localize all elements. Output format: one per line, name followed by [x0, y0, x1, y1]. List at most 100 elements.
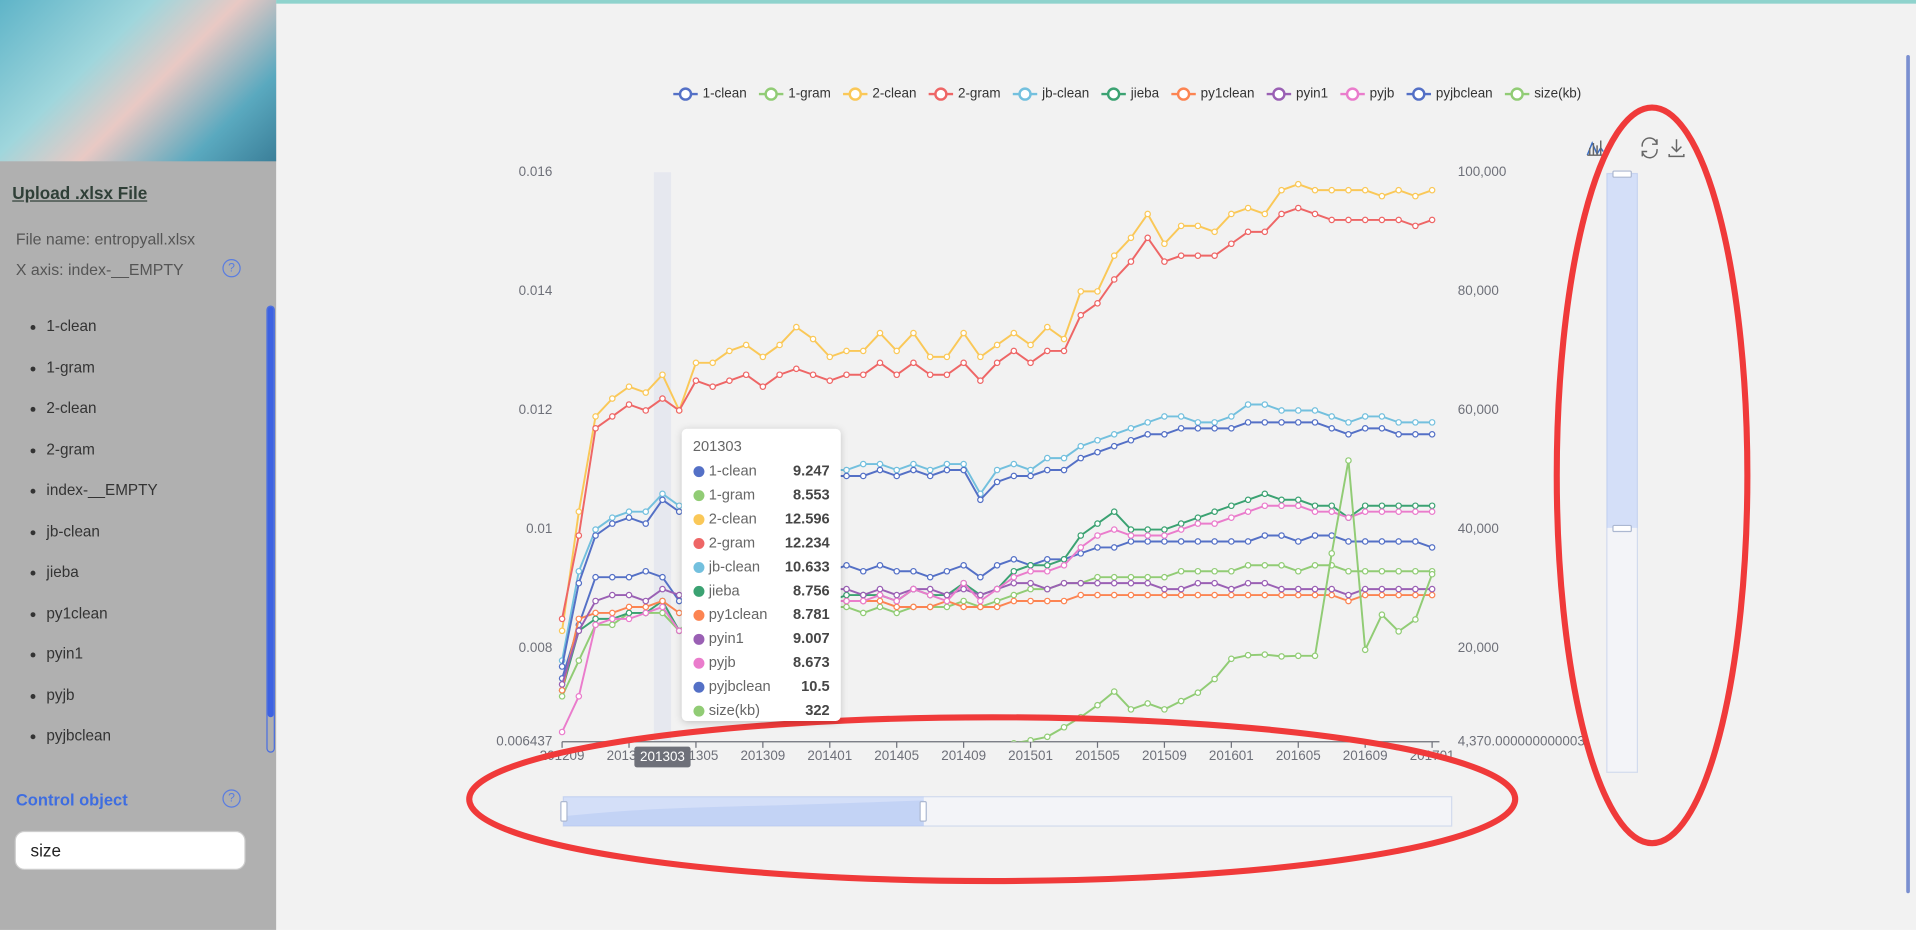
- page-scrollbar[interactable]: [1906, 54, 1910, 894]
- control-input[interactable]: size: [14, 830, 246, 871]
- data-point: [1395, 502, 1402, 510]
- data-point: [1328, 550, 1336, 557]
- data-point: [794, 758, 799, 763]
- data-point: [960, 561, 967, 569]
- x-tick-label: 201609: [1343, 748, 1388, 763]
- data-point: [659, 585, 666, 593]
- tool-bar[interactable]: [1587, 140, 1604, 156]
- data-point: [1294, 419, 1302, 426]
- data-point: [993, 478, 1001, 486]
- data-point: [1161, 532, 1168, 539]
- data-point: [1110, 591, 1118, 599]
- x-tick-label: 201409: [941, 748, 986, 763]
- data-point: [893, 597, 901, 605]
- data-point: [1010, 347, 1018, 355]
- data-point: [759, 353, 767, 361]
- data-point: [1161, 258, 1168, 265]
- data-point: [859, 460, 867, 468]
- data-point: [1361, 425, 1369, 432]
- data-point: [1328, 591, 1336, 599]
- data-point: [1428, 570, 1436, 578]
- legend-icon: [1106, 87, 1121, 101]
- data-point: [1211, 252, 1218, 259]
- data-point: [1177, 697, 1185, 705]
- tooltip-name: pyin1: [709, 631, 744, 647]
- data-point: [1211, 419, 1218, 426]
- tool-download[interactable]: [1668, 139, 1685, 158]
- tooltip-name: 2-gram: [709, 535, 755, 551]
- data-point: [843, 603, 850, 611]
- x-datazoom-handle[interactable]: [919, 800, 927, 822]
- x-datazoom-handle[interactable]: [560, 800, 568, 822]
- data-point: [876, 329, 884, 337]
- data-point: [1010, 329, 1018, 337]
- data-point: [876, 359, 884, 367]
- data-point: [592, 621, 599, 629]
- tooltip-value: 9.247: [793, 464, 830, 480]
- data-point: [1010, 573, 1018, 581]
- y-datazoom-handle[interactable]: [1612, 170, 1632, 178]
- x-tick-label: 201405: [874, 748, 919, 763]
- data-point: [1395, 508, 1402, 515]
- data-point: [625, 383, 633, 390]
- data-point: [1395, 186, 1402, 194]
- scrollbar[interactable]: [266, 305, 275, 753]
- help-icon[interactable]: ?: [222, 259, 241, 278]
- y2-tick-label: 4,370.000000000003: [1458, 733, 1585, 748]
- data-point: [1228, 538, 1235, 545]
- data-point: [960, 466, 967, 474]
- data-point: [910, 359, 917, 367]
- data-point: [843, 371, 850, 379]
- data-point: [977, 603, 984, 611]
- data-point: [1077, 311, 1085, 319]
- help-icon[interactable]: ?: [222, 789, 241, 808]
- data-point: [642, 609, 650, 617]
- data-point: [625, 603, 633, 611]
- data-point: [1228, 567, 1235, 575]
- bullet: [30, 693, 36, 699]
- tooltip-value: 12.234: [785, 535, 831, 551]
- legend-label: jb-clean: [1041, 86, 1089, 101]
- x-datazoom-selection[interactable]: [563, 796, 924, 827]
- data-point: [558, 663, 566, 670]
- tooltip-marker: [693, 585, 705, 597]
- data-point: [910, 585, 917, 593]
- data-point: [943, 597, 951, 605]
- data-point: [1144, 419, 1151, 426]
- scroll-thumb[interactable]: [267, 306, 274, 718]
- data-point: [592, 609, 599, 617]
- data-point: [993, 466, 1001, 474]
- data-point: [1244, 228, 1252, 236]
- data-point: [1294, 180, 1302, 188]
- data-point: [1294, 585, 1302, 593]
- y-datazoom-handle[interactable]: [1612, 524, 1632, 533]
- data-point: [1261, 228, 1269, 236]
- data-point: [608, 573, 616, 581]
- data-point: [1395, 419, 1402, 426]
- data-point: [1194, 538, 1202, 545]
- bullet: [30, 447, 36, 453]
- data-point: [1244, 651, 1252, 659]
- data-point: [1378, 611, 1386, 619]
- data-point: [1261, 561, 1269, 569]
- y-datazoom[interactable]: [1606, 172, 1639, 773]
- data-point: [1077, 591, 1085, 599]
- data-point: [1077, 288, 1085, 295]
- data-point: [843, 347, 850, 355]
- upload-link[interactable]: Upload .xlsx File: [12, 183, 148, 203]
- tool-restore[interactable]: [1641, 137, 1658, 159]
- data-point: [1127, 436, 1135, 444]
- data-point: [1428, 216, 1436, 224]
- data-point: [1261, 651, 1269, 658]
- data-point: [659, 573, 666, 581]
- y-datazoom-selection[interactable]: [1606, 173, 1638, 528]
- data-point: [910, 329, 917, 337]
- data-point: [1027, 561, 1034, 569]
- data-point: [1412, 585, 1419, 593]
- data-point: [1345, 591, 1352, 599]
- data-point: [1211, 538, 1218, 545]
- bullet: [30, 652, 36, 658]
- data-point: [1060, 561, 1068, 569]
- data-point: [993, 359, 1001, 367]
